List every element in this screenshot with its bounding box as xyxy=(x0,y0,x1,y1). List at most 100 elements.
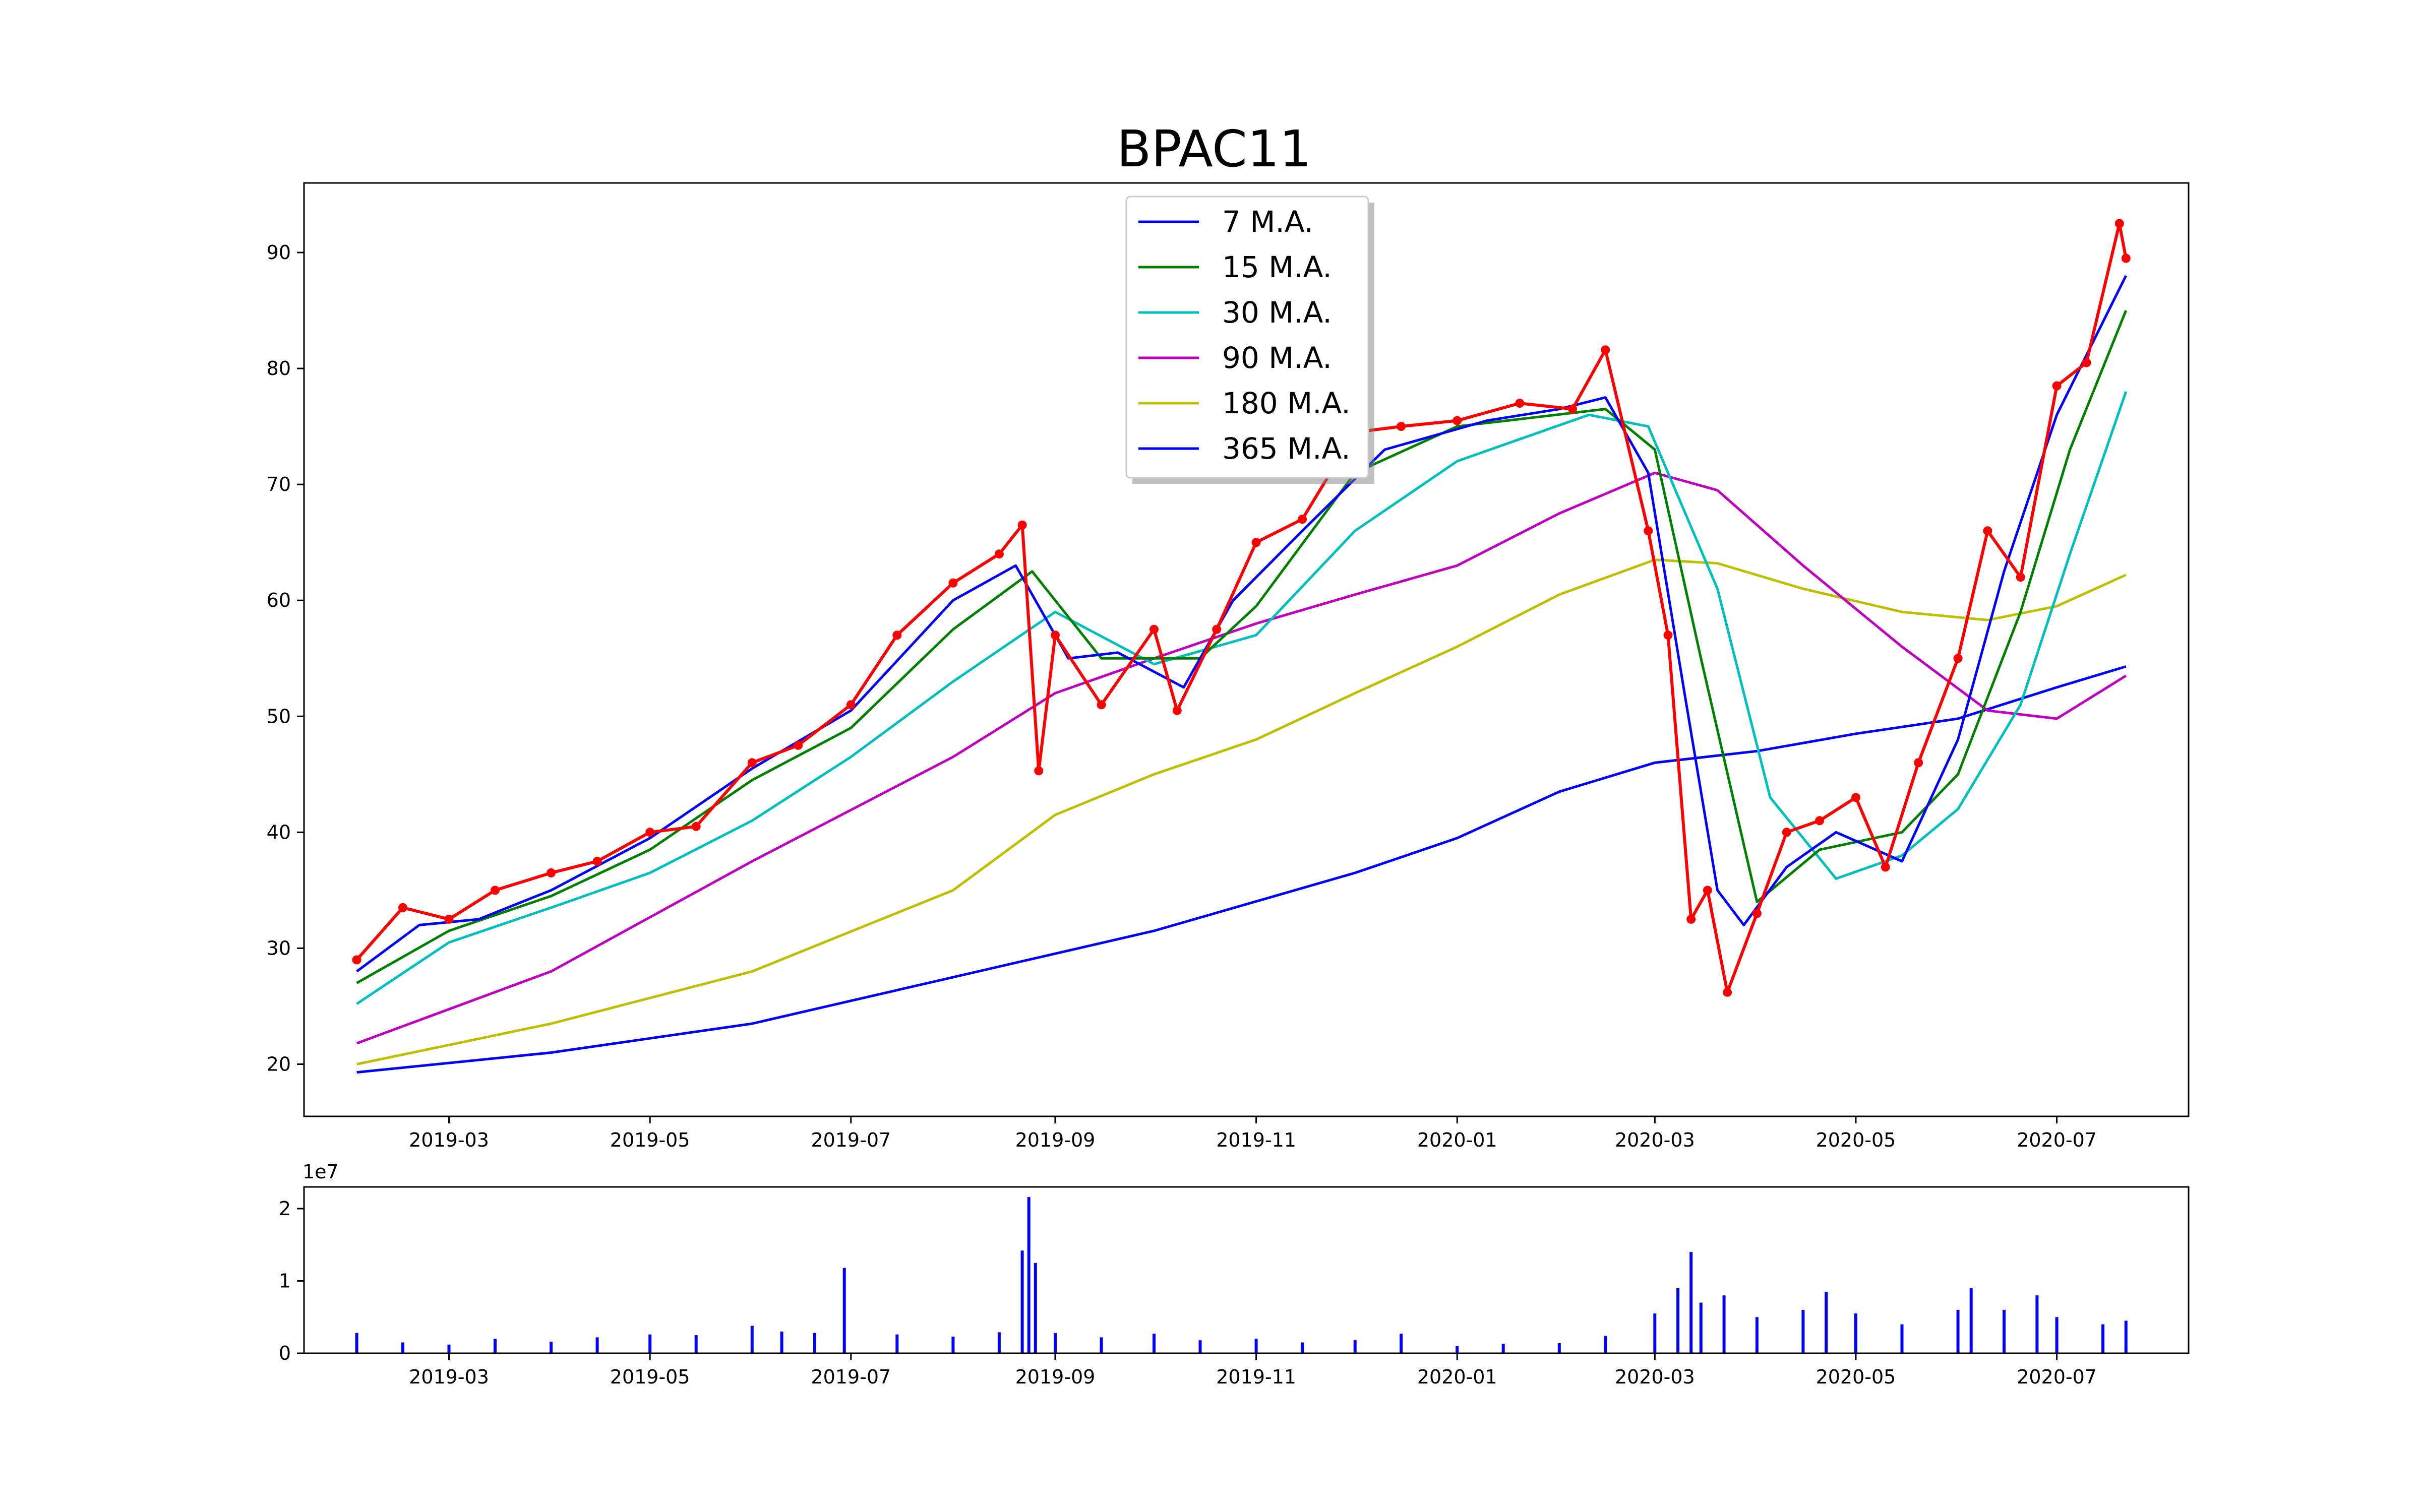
price-point xyxy=(1212,624,1222,634)
x-tick-label: 2019-05 xyxy=(610,1129,690,1151)
price-point xyxy=(994,549,1004,559)
volume-chart: 1e7 2019-03 2019-05 2019-07 2019-09 2019-11 2… xyxy=(279,1161,2190,1388)
y-tick-label: 80 xyxy=(267,357,291,380)
volume-bar xyxy=(1353,1340,1357,1353)
price-point xyxy=(592,856,602,866)
x-tick-label: 2020-03 xyxy=(1615,1366,1695,1388)
volume-bar xyxy=(895,1334,899,1353)
y-tick-label: 40 xyxy=(267,821,291,843)
volume-bar xyxy=(2124,1320,2128,1353)
volume-bar xyxy=(813,1333,816,1353)
y-tick-label: 30 xyxy=(267,937,291,959)
x-tick-label: 2020-03 xyxy=(1615,1129,1695,1151)
price-point xyxy=(1914,758,1923,768)
x-tick-label: 2019-07 xyxy=(811,1366,891,1388)
price-point xyxy=(352,955,361,965)
price-point xyxy=(1782,828,1791,837)
legend-label: 365 M.A. xyxy=(1222,431,1351,466)
price-plot-frame xyxy=(303,182,2190,1117)
price-point xyxy=(1686,914,1696,924)
volume-plot-frame xyxy=(303,1186,2190,1354)
y-tick-label: 50 xyxy=(267,705,291,727)
price-point xyxy=(2121,254,2131,263)
volume-bar xyxy=(951,1337,955,1353)
volume-bar xyxy=(595,1337,599,1353)
volume-bar xyxy=(648,1334,652,1353)
x-tick-label: 2019-03 xyxy=(409,1366,489,1388)
price-point xyxy=(747,758,757,768)
price-point xyxy=(2052,381,2062,391)
volume-bar xyxy=(1020,1250,1024,1353)
volume-bars xyxy=(355,1197,2128,1353)
volume-bar xyxy=(1456,1346,1459,1353)
series-line-ma90 xyxy=(356,471,2127,1045)
price-point xyxy=(1150,624,1159,634)
series-line-ma30 xyxy=(356,391,2128,1005)
price-point xyxy=(948,578,958,588)
price-point xyxy=(1397,422,1406,431)
price-point xyxy=(491,886,500,895)
price-point xyxy=(1251,538,1261,547)
volume-bar xyxy=(1604,1336,1607,1353)
x-tick-label: 2020-01 xyxy=(1417,1129,1497,1151)
volume-bar xyxy=(2035,1295,2039,1353)
x-tick-label: 2020-07 xyxy=(2017,1129,2097,1151)
price-point xyxy=(1172,706,1182,715)
x-tick-label: 2019-11 xyxy=(1216,1366,1296,1388)
x-tick-label: 2019-07 xyxy=(811,1129,891,1151)
y-tick-label: 20 xyxy=(267,1053,291,1075)
volume-bar xyxy=(1900,1324,1904,1353)
volume-bar xyxy=(1198,1340,1202,1353)
price-point xyxy=(1703,886,1712,895)
volume-bar xyxy=(2055,1317,2059,1353)
price-point xyxy=(1953,654,1963,663)
volume-bar xyxy=(1034,1263,1037,1353)
x-tick-label: 2020-07 xyxy=(2017,1366,2097,1388)
volume-bar xyxy=(355,1333,358,1353)
volume-bar xyxy=(1699,1302,1703,1353)
price-point xyxy=(1298,515,1307,524)
price-point xyxy=(1017,520,1027,530)
volume-y-tick-label: 0 xyxy=(279,1342,291,1364)
price-point xyxy=(2016,573,2025,582)
volume-y-axis: 0 1 2 xyxy=(279,1198,304,1364)
series-line-ma365 xyxy=(356,665,2127,1074)
price-point xyxy=(1983,526,1992,536)
price-point xyxy=(1453,416,1462,425)
volume-bar xyxy=(842,1268,846,1353)
price-chart: BPAC11 2019-03 2019-05 2019-07 2019-09 2019-… xyxy=(267,119,2190,1151)
y-tick-label: 70 xyxy=(267,473,291,495)
volume-bar xyxy=(1689,1252,1693,1353)
volume-bar xyxy=(1801,1309,1805,1353)
price-point xyxy=(1815,816,1825,826)
legend-items: 7 M.A. 15 M.A. 30 M.A. 90 M.A. 180 M.A. 365 M… xyxy=(1138,205,1351,466)
x-tick-label: 2020-05 xyxy=(1816,1366,1896,1388)
volume-y-tick-label: 2 xyxy=(279,1198,291,1220)
x-tick-label: 2019-05 xyxy=(610,1366,690,1388)
price-point xyxy=(1568,404,1577,414)
volume-bar xyxy=(1254,1339,1258,1353)
price-point xyxy=(892,631,902,640)
volume-bar xyxy=(1653,1313,1657,1353)
chart-title: BPAC11 xyxy=(1117,119,1311,178)
volume-bar xyxy=(1153,1334,1156,1353)
volume-bar xyxy=(1722,1295,1726,1353)
volume-bar xyxy=(1301,1342,1304,1353)
volume-bar xyxy=(780,1332,783,1353)
price-point xyxy=(794,740,803,750)
legend-label: 90 M.A. xyxy=(1222,341,1332,375)
price-point xyxy=(691,822,701,831)
volume-bar xyxy=(1969,1288,1973,1353)
price-point xyxy=(1752,909,1762,918)
price-point xyxy=(1644,526,1653,536)
price-point xyxy=(1881,862,1890,872)
price-point xyxy=(398,903,407,912)
volume-bar xyxy=(1501,1344,1505,1353)
volume-bar xyxy=(1054,1333,1057,1353)
series-line-ma180 xyxy=(356,558,2127,1065)
legend-label: 30 M.A. xyxy=(1222,295,1332,330)
volume-bar xyxy=(1100,1337,1103,1353)
volume-x-axis: 2019-03 2019-05 2019-07 2019-09 2019-11 2020-… xyxy=(409,1353,2097,1388)
x-tick-label: 2019-09 xyxy=(1015,1129,1096,1151)
